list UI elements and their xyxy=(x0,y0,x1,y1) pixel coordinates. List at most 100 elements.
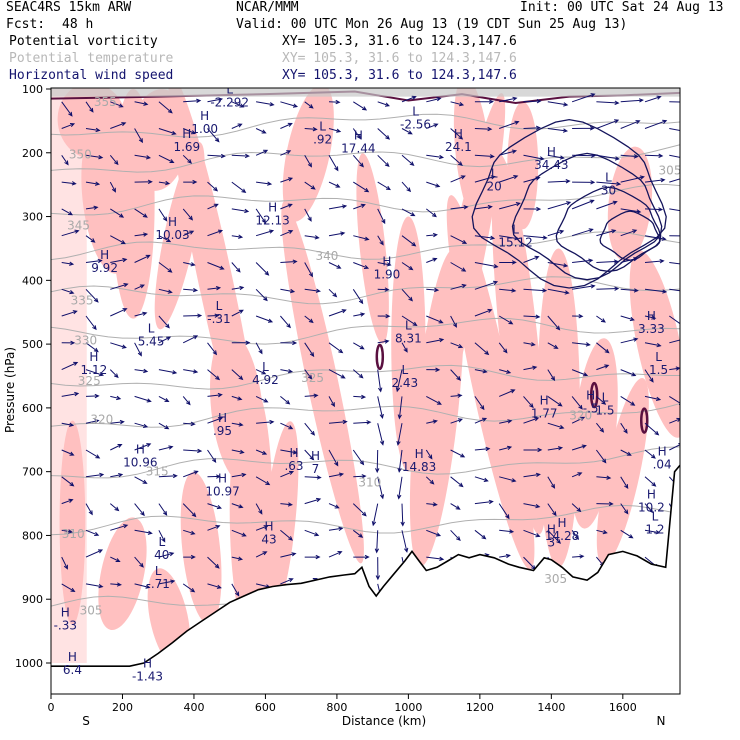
wind-arrow xyxy=(183,369,199,374)
wind-arrow xyxy=(523,417,540,424)
wind-arrow xyxy=(375,557,381,581)
wind-arrow xyxy=(304,393,319,398)
wind-arrow xyxy=(669,262,680,265)
wind-arrow xyxy=(85,342,99,353)
wind-arrow xyxy=(158,369,178,375)
extremum-type: H xyxy=(415,447,424,461)
wind-arrow xyxy=(207,128,220,143)
wind-arrow xyxy=(377,396,384,420)
wind-arrow xyxy=(85,205,99,210)
wind-arrow xyxy=(182,503,197,518)
extremum-value: 2.43 xyxy=(391,376,418,390)
wind-arrow xyxy=(109,181,116,193)
wind-arrow xyxy=(328,309,347,317)
wind-arrow xyxy=(183,128,197,135)
pv-contour xyxy=(589,381,599,409)
extremum-type: H xyxy=(89,350,98,364)
wind-arrow xyxy=(280,368,294,374)
wind-arrow xyxy=(377,369,383,393)
x-tick-label: 0 xyxy=(48,701,55,714)
wind-arrow xyxy=(328,396,335,408)
upper-band xyxy=(51,88,680,97)
terrain-fill xyxy=(51,465,680,694)
wind-arrow xyxy=(280,315,291,329)
theta-label: 325 xyxy=(301,371,324,385)
wind-arrow xyxy=(158,235,172,243)
wind-arrow xyxy=(328,288,338,298)
wind-arrow xyxy=(401,315,418,327)
wind-arrow xyxy=(644,449,656,459)
wind-arrow xyxy=(207,97,224,103)
y-tick-label: 100 xyxy=(22,83,43,96)
wind-arrow xyxy=(207,392,223,398)
pv-region xyxy=(261,421,299,625)
wind-arrow xyxy=(400,503,405,527)
theta-label: 350 xyxy=(69,148,92,162)
wind-arrow xyxy=(304,181,316,190)
wind-arrow xyxy=(110,473,124,478)
wind-arrow xyxy=(85,449,101,459)
extremum-value: -1.43 xyxy=(132,669,163,683)
wind-arrow xyxy=(353,342,365,350)
wind-arrow xyxy=(207,286,222,291)
theta-line xyxy=(51,403,680,428)
extremum-value: 4.92 xyxy=(252,373,279,387)
wind-arrow xyxy=(255,551,268,558)
y-axis-title: Pressure (hPa) xyxy=(3,347,17,433)
wind-arrow xyxy=(450,449,466,458)
theta-label: 305 xyxy=(80,604,103,618)
extremum-type: L xyxy=(655,350,662,364)
wind-arrow xyxy=(547,229,565,237)
theta-label: 340 xyxy=(315,249,338,263)
wind-arrow xyxy=(182,335,199,344)
pv-region xyxy=(537,248,580,568)
wind-arrow xyxy=(547,262,569,268)
wind-arrow xyxy=(280,422,294,430)
model-label: SEAC4RS 15km ARW xyxy=(6,0,132,15)
wind-arrow xyxy=(426,232,438,238)
wind-arrow xyxy=(450,342,464,349)
wind-arrow xyxy=(499,235,520,241)
wind-arrow xyxy=(207,369,221,381)
wind-arrow xyxy=(450,205,469,210)
extremum-type: L xyxy=(512,223,519,237)
valid-label: Valid: 00 UTC Mon 26 Aug 13 (19 CDT Sun … xyxy=(236,17,628,32)
wind-arrow xyxy=(523,255,540,263)
wind-arrow xyxy=(644,178,666,183)
extremum-type: H xyxy=(218,471,227,485)
wind-arrow xyxy=(255,288,268,302)
wind-arrow xyxy=(231,285,245,291)
wind-arrow xyxy=(352,529,364,538)
wind-arrow xyxy=(110,556,121,562)
wind-arrow xyxy=(109,154,119,166)
extremum-value: -.5 xyxy=(583,402,599,416)
wind-arrow xyxy=(61,123,76,129)
wind-arrow xyxy=(547,529,562,544)
wind-arrow xyxy=(620,337,639,344)
x-tick-label: 1200 xyxy=(466,701,494,714)
extremum-value: 43 xyxy=(261,532,276,546)
wind-arrow xyxy=(353,554,370,560)
wind-arrow xyxy=(158,579,176,585)
wind-arrow xyxy=(85,235,96,243)
wind-arrow xyxy=(596,119,620,129)
wind-arrow xyxy=(499,149,518,156)
wind-arrow xyxy=(474,499,494,505)
wind-arrow xyxy=(231,422,244,427)
wind-arrow xyxy=(401,208,416,217)
wind-arrow xyxy=(377,287,390,292)
wind-arrow xyxy=(474,126,493,132)
wind-arrow xyxy=(596,396,607,405)
wind-arrow xyxy=(474,342,490,356)
extremum-type: H xyxy=(200,109,209,123)
wind-arrow xyxy=(547,101,569,107)
wind-arrow xyxy=(669,417,680,424)
y-tick-label: 600 xyxy=(22,402,43,415)
wind-arrow xyxy=(572,284,596,290)
wind-arrow xyxy=(669,315,680,327)
wind-arrow xyxy=(571,199,595,210)
wind-arrow xyxy=(255,229,275,237)
field-name-pv: Potential vorticity xyxy=(9,34,158,49)
extremum-value: 8.31 xyxy=(395,331,422,345)
pv-region xyxy=(59,420,86,625)
